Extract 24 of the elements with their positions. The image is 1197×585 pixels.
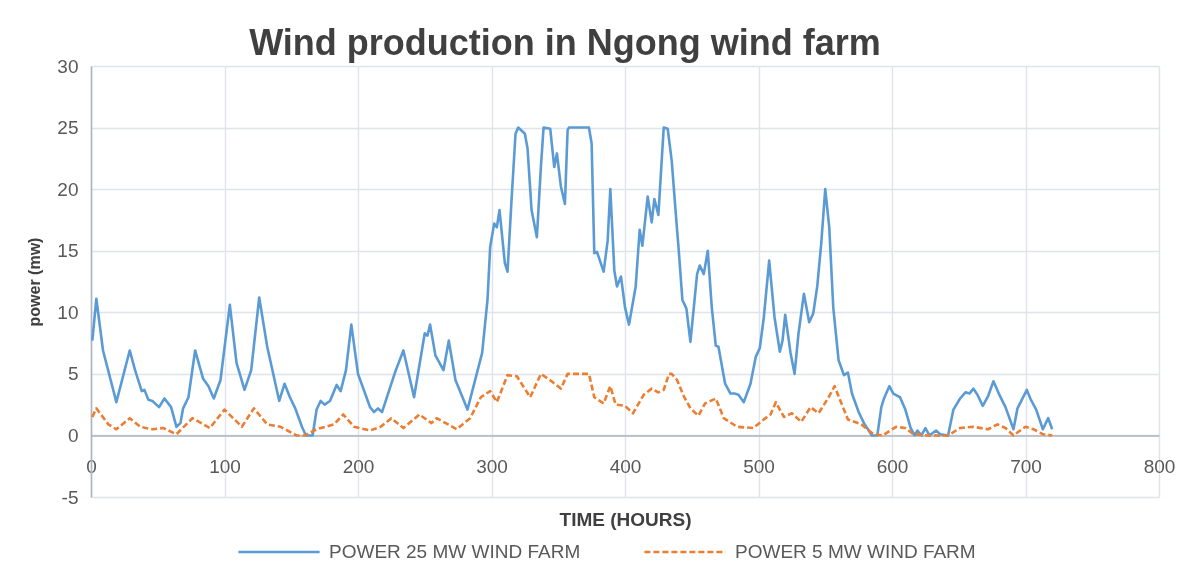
y-tick-label: 0 <box>67 424 79 446</box>
y-tick-label: 10 <box>57 301 79 323</box>
x-tick-label: 200 <box>342 455 375 477</box>
y-axis-title: power (mw) <box>26 237 44 327</box>
line-series <box>91 126 1054 437</box>
x-tick-label: 0 <box>86 455 97 477</box>
x-tick-label: 600 <box>876 455 909 477</box>
y-tick-label: 15 <box>57 240 79 262</box>
legend-label: POWER 25 MW WIND FARM <box>329 541 581 562</box>
x-tick-label: 300 <box>476 455 508 477</box>
line-series <box>91 372 1054 437</box>
x-tick-label: 400 <box>609 455 642 477</box>
x-axis-title: TIME (HOURS) <box>559 508 692 530</box>
x-tick-label: 100 <box>209 455 241 477</box>
x-tick-label: 800 <box>1143 455 1176 477</box>
x-tick-label: 700 <box>1010 455 1042 477</box>
y-tick-label: 30 <box>57 55 79 77</box>
legend-label: POWER 5 MW WIND FARM <box>735 541 976 562</box>
chart-title: Wind production in Ngong wind farm <box>249 22 881 63</box>
y-tick-label: 25 <box>57 117 79 139</box>
y-tick-label: -5 <box>61 486 79 508</box>
y-tick-label: 20 <box>57 178 79 200</box>
x-tick-label: 500 <box>743 455 775 477</box>
y-tick-label: 5 <box>67 363 79 385</box>
